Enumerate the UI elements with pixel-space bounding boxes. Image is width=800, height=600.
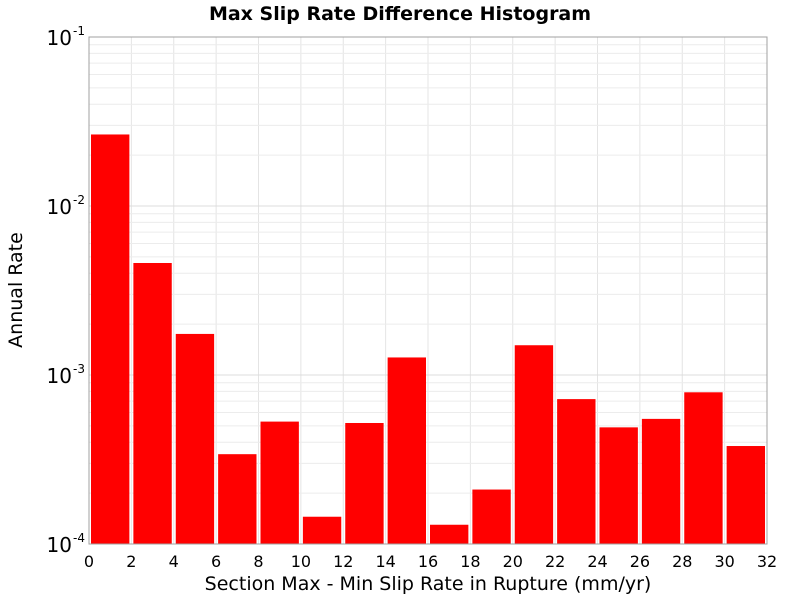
x-tick-label: 32 [757, 552, 777, 571]
x-tick-label: 14 [375, 552, 395, 571]
y-tick-labels: 10-410-310-210-1 [47, 24, 85, 557]
x-tick-label: 26 [630, 552, 650, 571]
bar [345, 422, 384, 544]
bar [218, 454, 257, 544]
y-tick-base: 10 [47, 195, 72, 219]
x-tick-label: 24 [587, 552, 607, 571]
bar [302, 516, 342, 544]
bar [641, 418, 681, 544]
x-tick-label: 2 [126, 552, 136, 571]
x-tick-label: 12 [333, 552, 353, 571]
y-tick-exponent: -2 [73, 193, 85, 207]
y-tick-label: 10 -1 [47, 24, 85, 50]
bar [472, 489, 511, 544]
bar [175, 333, 215, 544]
y-tick-label: 10 -2 [47, 193, 85, 219]
x-tick-labels: 0 2 4 6 8 10 12 14 16 18 20 22 24 26 28 30 32 [84, 552, 777, 571]
y-tick-base: 10 [47, 533, 72, 557]
x-tick-label: 30 [714, 552, 734, 571]
y-axis-label: Annual Rate [5, 232, 27, 348]
x-tick-label: 18 [460, 552, 480, 571]
y-tick-base: 10 [47, 26, 72, 50]
bar [684, 392, 723, 544]
x-tick-label: 28 [672, 552, 692, 571]
bar [430, 524, 469, 544]
bars [91, 134, 765, 545]
bar [91, 134, 130, 545]
x-tick-label: 22 [545, 552, 565, 571]
y-tick-exponent: -1 [73, 24, 85, 38]
x-tick-label: 16 [418, 552, 438, 571]
bar [557, 399, 596, 544]
bar [133, 262, 172, 544]
plot-border [88, 36, 768, 545]
bar [514, 345, 554, 544]
bar [387, 357, 426, 544]
bar [726, 446, 765, 544]
bar [599, 427, 638, 544]
x-tick-label: 10 [291, 552, 311, 571]
y-tick-label: 10 -3 [47, 362, 85, 388]
y-tick-base: 10 [47, 364, 72, 388]
y-tick-exponent: -4 [73, 531, 85, 545]
y-tick-label: 10 -4 [47, 531, 85, 557]
x-tick-label: 20 [503, 552, 523, 571]
x-tick-label: 6 [211, 552, 221, 571]
x-axis-label: Section Max - Min Slip Rate in Rupture (… [205, 573, 652, 595]
y-tick-exponent: -3 [73, 362, 85, 376]
x-tick-label: 4 [169, 552, 179, 571]
chart-title: Max Slip Rate Difference Histogram [209, 3, 591, 25]
x-tick-label: 8 [253, 552, 263, 571]
x-tick-label: 0 [84, 552, 94, 571]
bar [260, 421, 299, 544]
